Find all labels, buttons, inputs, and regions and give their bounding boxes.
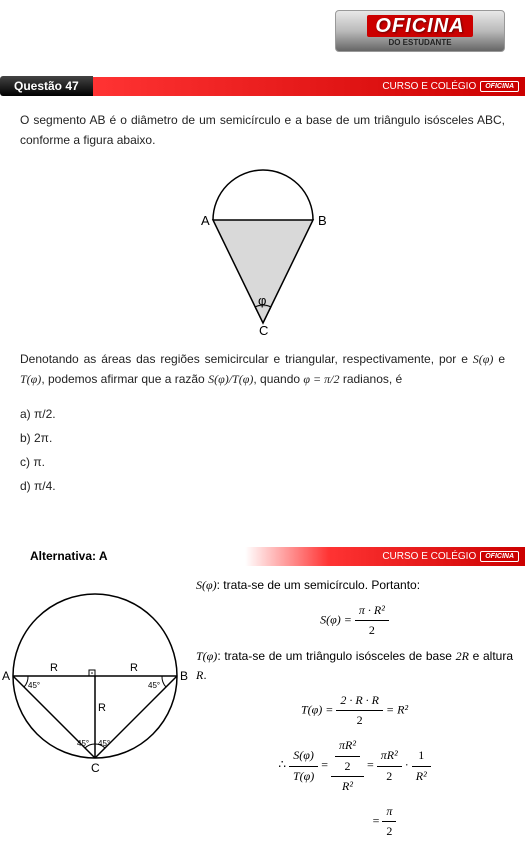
eq1: S(φ) = π · R²2 — [196, 601, 513, 640]
option-b: b) 2π. — [20, 426, 505, 450]
answer-brand: CURSO E COLÉGIO OFICINA — [245, 547, 525, 566]
question-header: Questão 47 CURSO E COLÉGIO OFICINA — [0, 76, 525, 96]
svg-text:R: R — [130, 662, 138, 674]
eq3: ∴ S(φ)T(φ) = πR²2R² = πR²2 · 1R² — [196, 736, 513, 796]
option-a: a) π/2. — [20, 402, 505, 426]
label-B: B — [318, 213, 327, 228]
logo-sub-text: DO ESTUDANTE — [388, 38, 451, 47]
options: a) π/2. b) 2π. c) π. d) π/4. — [20, 402, 505, 498]
svg-text:45°: 45° — [28, 681, 40, 690]
svg-text:45°: 45° — [148, 681, 160, 690]
figure-2: A B C R R R 45° 45° 45° 45° — [0, 576, 190, 847]
label-A: A — [201, 213, 210, 228]
brand-logo: OFICINA DO ESTUDANTE — [335, 10, 505, 52]
header-brand: CURSO E COLÉGIO OFICINA — [93, 77, 525, 96]
label-C: C — [259, 323, 268, 335]
option-d: d) π/4. — [20, 474, 505, 498]
svg-text:A: A — [2, 669, 10, 683]
mini-logo-2: OFICINA — [480, 551, 519, 562]
svg-text:C: C — [91, 761, 100, 775]
eq2: T(φ) = 2 · R · R2 = R² — [196, 691, 513, 730]
svg-text:45°: 45° — [98, 739, 110, 748]
svg-text:45°: 45° — [77, 739, 89, 748]
option-c: c) π. — [20, 450, 505, 474]
problem-content: O segmento AB é o diâmetro de um semicír… — [20, 110, 505, 498]
problem-p1: O segmento AB é o diâmetro de um semicír… — [20, 110, 505, 151]
mini-logo: OFICINA — [480, 81, 519, 92]
svg-text:R: R — [98, 702, 106, 714]
figure-1: A B C φ — [20, 165, 505, 335]
label-phi: φ — [258, 293, 266, 308]
brand-text: CURSO E COLÉGIO — [382, 81, 476, 92]
problem-p2: Denotando as áreas das regiões semicircu… — [20, 349, 505, 390]
eq4: = π2 — [196, 802, 513, 841]
solution-text: S(φ): trata-se de um semicírculo. Portan… — [196, 576, 513, 847]
answer-header: Alternativa: A CURSO E COLÉGIO OFICINA — [0, 546, 525, 566]
question-number: Questão 47 — [0, 76, 93, 96]
solution: A B C R R R 45° 45° 45° 45° S(φ): trata-… — [0, 576, 513, 847]
svg-text:R: R — [50, 662, 58, 674]
answer-label: Alternativa: A — [0, 549, 108, 563]
logo-main-text: OFICINA — [367, 15, 472, 37]
svg-text:B: B — [180, 669, 188, 683]
